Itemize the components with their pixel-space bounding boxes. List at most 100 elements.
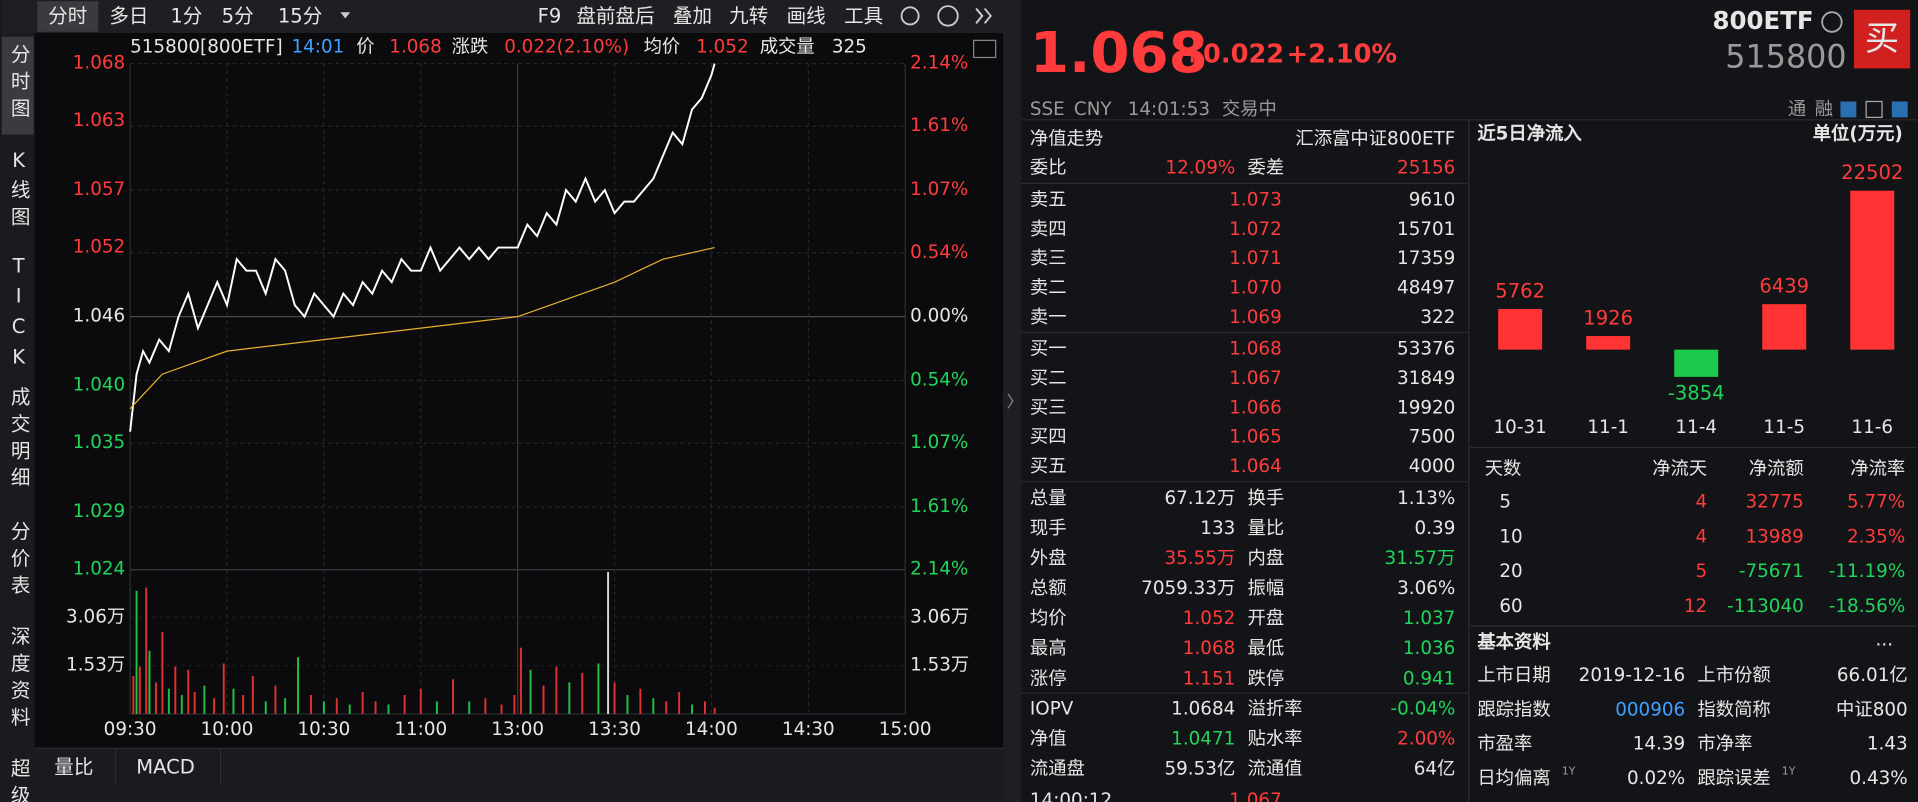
flow-bar	[1498, 308, 1543, 350]
field-label: 内盘	[1248, 548, 1285, 569]
tool-button[interactable]: 叠加	[673, 5, 712, 28]
sidebar-tab[interactable]: 成交明细	[7, 386, 30, 494]
buy-button[interactable]	[1853, 9, 1911, 69]
wp-icon[interactable]	[973, 39, 997, 59]
y-tick-label: 3.06万	[66, 606, 125, 627]
volume-bar	[180, 695, 183, 714]
sidebar-tab[interactable]: 分时图	[7, 44, 30, 125]
more[interactable]: ...	[1876, 630, 1893, 651]
volume-bar	[703, 701, 706, 714]
volume-bar	[148, 650, 151, 714]
tab-selected	[37, 1, 99, 32]
level-price: 1.070	[1229, 278, 1281, 299]
field-value: 35.55万	[1164, 548, 1235, 569]
dropdown-icon[interactable]	[340, 12, 351, 19]
view-tab[interactable]: 5分	[222, 5, 254, 28]
y-tick-label: 1.057	[73, 179, 125, 200]
field-label: 上市份额	[1697, 665, 1770, 686]
expand-icon[interactable]	[983, 7, 992, 24]
level-label: 买五	[1030, 456, 1067, 477]
field-label: 委差	[1248, 158, 1285, 179]
category-label: 11-1	[1587, 417, 1629, 438]
info-icon[interactable]	[1821, 11, 1843, 33]
field-value: 1.0471	[1171, 728, 1235, 749]
last-price: 1.068	[1030, 21, 1208, 86]
view-tab[interactable]: 1分	[170, 5, 202, 28]
flow-bar	[1586, 336, 1631, 350]
exchange: SSE	[1030, 99, 1065, 120]
level-volume: 15701	[1397, 219, 1455, 240]
collapse-icon[interactable]	[1007, 393, 1014, 409]
help-icon[interactable]	[937, 5, 959, 27]
status: 交易中	[1222, 99, 1277, 120]
view-tab[interactable]: 多日	[109, 5, 148, 28]
sidebar-tab[interactable]: 超级	[7, 758, 30, 802]
indicator-tab[interactable]: MACD	[136, 755, 195, 778]
tool-button[interactable]: 画线	[787, 5, 826, 28]
value-label: 6439	[1759, 275, 1809, 298]
level-price: 1.066	[1229, 397, 1281, 418]
volume-bar	[555, 666, 558, 714]
field-value[interactable]: 000906	[1615, 699, 1685, 720]
price-line	[129, 63, 716, 432]
table-cell: 2.35%	[1847, 526, 1905, 547]
table-cell: 32775	[1745, 491, 1803, 512]
volume-bar	[568, 682, 571, 714]
sidebar-tab[interactable]: 分价表	[7, 521, 30, 602]
view-tab[interactable]: 分时	[48, 5, 87, 28]
add-icon[interactable]	[1865, 100, 1883, 118]
view-tab[interactable]: 15分	[278, 5, 322, 28]
flow-bar	[1850, 190, 1895, 350]
tool-button[interactable]: 工具	[844, 5, 883, 28]
volume-bar	[691, 704, 694, 714]
y-tick-label: 1.029	[73, 501, 125, 522]
buy-label[interactable]: 买	[1865, 19, 1899, 59]
edit-icon[interactable]	[1840, 101, 1857, 118]
sidebar-tab[interactable]: TICK	[7, 254, 30, 375]
volume-bar	[607, 571, 610, 714]
table-cell: -113040	[1727, 596, 1804, 617]
field-value: 12.09%	[1165, 158, 1235, 179]
tool-button[interactable]: 九转	[729, 5, 768, 28]
x-tick-label: 11:00	[394, 719, 447, 740]
field-label: 跟踪误差	[1697, 768, 1770, 789]
column-header: 净流率	[1850, 458, 1905, 479]
volume-bar	[284, 698, 287, 714]
label: 涨跌	[452, 37, 489, 58]
fund-name: 汇添富中证800ETF	[1295, 128, 1455, 149]
expand-icon[interactable]	[975, 7, 984, 24]
level-label: 买一	[1030, 339, 1067, 360]
y-tick-label: 1.046	[73, 306, 125, 327]
value-label: 5762	[1495, 279, 1545, 302]
field-label: 净值	[1030, 728, 1067, 749]
volume-bar	[435, 701, 438, 714]
field-value: 1.037	[1403, 608, 1455, 629]
field-value: 1.052	[1183, 608, 1235, 629]
level-label: 卖四	[1030, 219, 1067, 240]
tool-button[interactable]: 盘前盘后	[576, 5, 654, 28]
field-value: 67.12万	[1164, 488, 1235, 509]
volume-bar	[613, 682, 616, 714]
indicator-tab[interactable]: 量比	[54, 755, 93, 778]
security-name: 800ETF	[1712, 6, 1813, 35]
tool-button[interactable]: F9	[538, 5, 562, 28]
field-value: 1.13%	[1397, 488, 1455, 509]
settings-icon[interactable]	[900, 6, 920, 26]
security-code: 515800	[1725, 40, 1846, 76]
table-cell: 13989	[1745, 526, 1803, 547]
table-cell: 10	[1499, 526, 1522, 547]
y2-tick-label: 1.07%	[910, 179, 968, 200]
sidebar-tab[interactable]: K线图	[7, 149, 30, 233]
table-cell: 4	[1696, 526, 1708, 547]
superscript: 1Y	[1562, 764, 1576, 777]
field-label: 最低	[1248, 638, 1285, 659]
toolbar	[0, 0, 1004, 34]
panel-title[interactable]: 净值走势	[1030, 128, 1103, 149]
column-header: 净流额	[1749, 458, 1804, 479]
volume-bar	[452, 679, 455, 714]
add-icon[interactable]	[1891, 101, 1908, 118]
field-label: 流通盘	[1030, 758, 1085, 779]
y2-tick-label: 0.00%	[910, 306, 968, 327]
sidebar-tab[interactable]: 深度资料	[7, 626, 30, 734]
